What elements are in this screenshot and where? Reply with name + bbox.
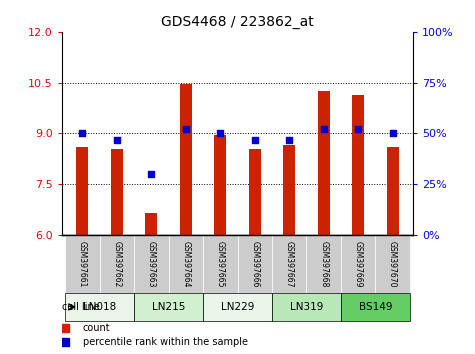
Bar bbox=[318, 91, 330, 235]
Bar bbox=[341, 293, 410, 321]
Point bbox=[79, 131, 86, 136]
Bar bbox=[111, 149, 123, 235]
Bar bbox=[352, 95, 364, 235]
Text: LN319: LN319 bbox=[290, 302, 323, 312]
Text: GSM397669: GSM397669 bbox=[353, 241, 362, 287]
Bar bbox=[65, 293, 134, 321]
Text: GSM397664: GSM397664 bbox=[181, 241, 190, 287]
Point bbox=[251, 137, 258, 142]
Point bbox=[285, 137, 293, 142]
Bar bbox=[169, 235, 203, 293]
Bar bbox=[306, 235, 341, 293]
Text: GSM397662: GSM397662 bbox=[113, 241, 122, 287]
Bar bbox=[145, 213, 157, 235]
Bar bbox=[180, 84, 192, 235]
Point bbox=[320, 127, 327, 132]
Bar bbox=[65, 235, 100, 293]
Text: GSM397663: GSM397663 bbox=[147, 241, 156, 287]
Text: BS149: BS149 bbox=[359, 302, 392, 312]
Text: GSM397668: GSM397668 bbox=[319, 241, 328, 287]
Text: GSM397661: GSM397661 bbox=[78, 241, 87, 287]
Text: GSM397667: GSM397667 bbox=[285, 241, 294, 287]
Bar bbox=[341, 235, 375, 293]
Point bbox=[217, 131, 224, 136]
Text: LN229: LN229 bbox=[221, 302, 254, 312]
Bar bbox=[249, 149, 261, 235]
Text: GSM397666: GSM397666 bbox=[250, 241, 259, 287]
Point bbox=[148, 171, 155, 177]
Point bbox=[389, 131, 396, 136]
Bar bbox=[134, 235, 169, 293]
Bar bbox=[214, 135, 226, 235]
Text: count: count bbox=[83, 322, 111, 333]
Bar bbox=[387, 147, 399, 235]
Title: GDS4468 / 223862_at: GDS4468 / 223862_at bbox=[161, 16, 314, 29]
Bar bbox=[238, 235, 272, 293]
Bar bbox=[100, 235, 134, 293]
Bar bbox=[375, 235, 410, 293]
Bar bbox=[203, 235, 238, 293]
Bar bbox=[272, 293, 341, 321]
Point bbox=[182, 127, 190, 132]
Text: LN018: LN018 bbox=[83, 302, 116, 312]
Text: LN215: LN215 bbox=[152, 302, 185, 312]
Bar bbox=[134, 293, 203, 321]
Point bbox=[113, 137, 121, 142]
Bar bbox=[203, 293, 272, 321]
Bar bbox=[283, 145, 295, 235]
Text: cell line: cell line bbox=[62, 302, 100, 312]
Text: percentile rank within the sample: percentile rank within the sample bbox=[83, 337, 248, 347]
Bar bbox=[76, 147, 88, 235]
Bar bbox=[272, 235, 306, 293]
Point bbox=[354, 127, 362, 132]
Text: GSM397665: GSM397665 bbox=[216, 241, 225, 287]
Text: GSM397670: GSM397670 bbox=[388, 241, 397, 287]
